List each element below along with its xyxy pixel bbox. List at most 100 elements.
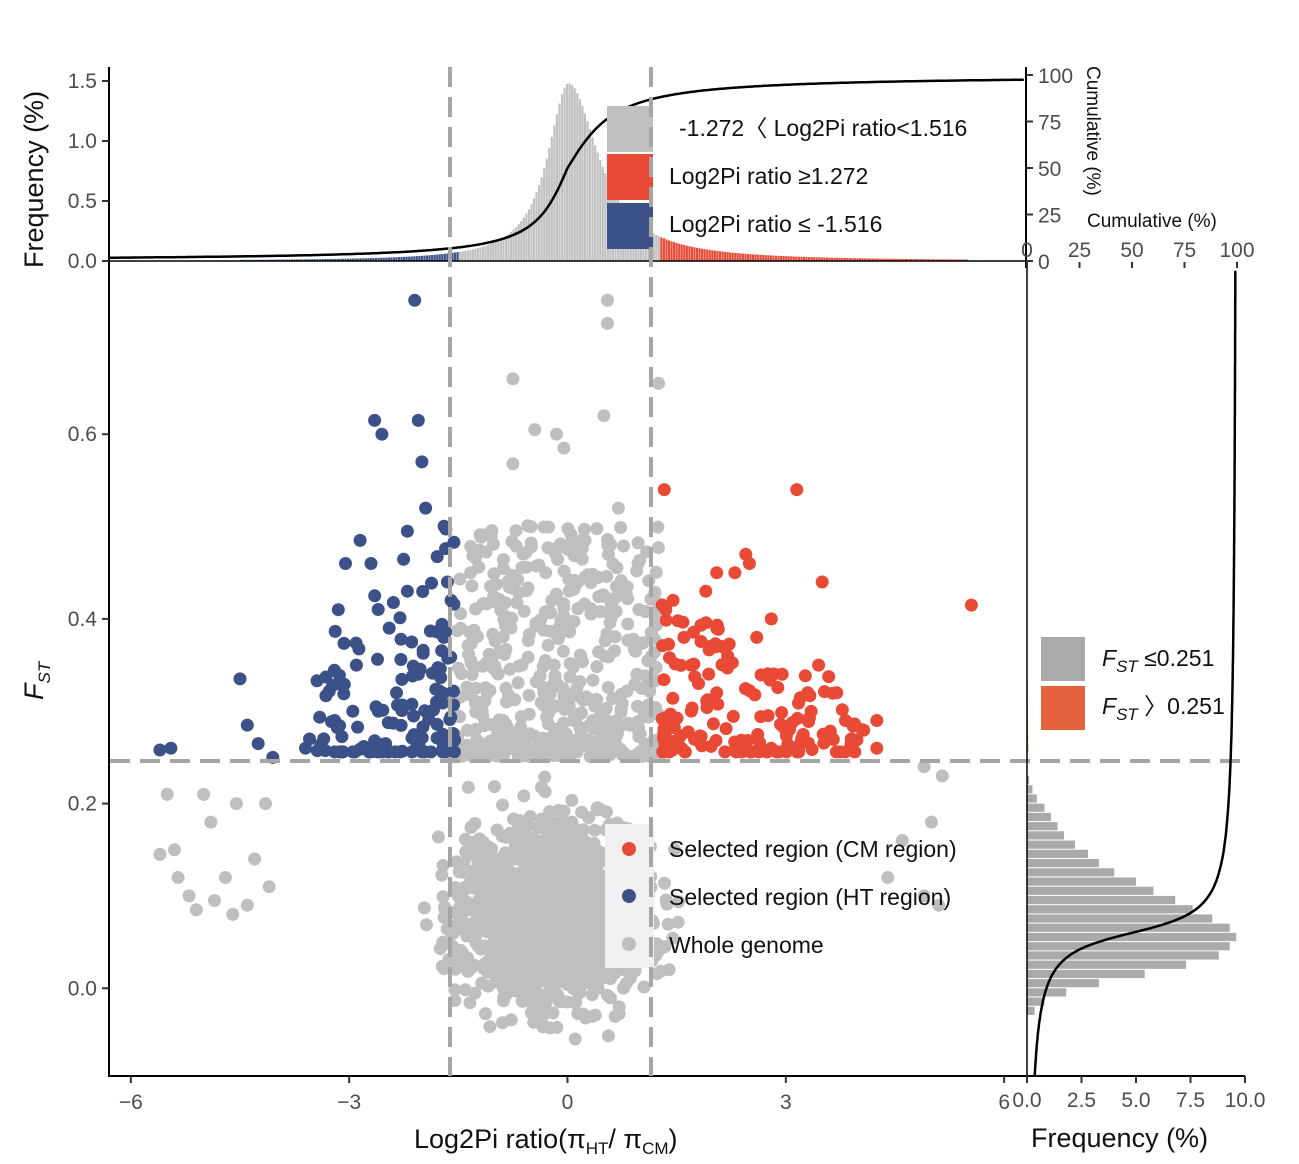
point-ht-region <box>416 720 430 734</box>
top-histogram-bar <box>907 258 910 261</box>
point-whole-genome <box>547 658 561 672</box>
point-whole-genome <box>604 972 617 986</box>
point-whole-genome <box>563 749 577 762</box>
y-axis-title: FST <box>19 660 54 700</box>
point-whole-genome <box>598 590 612 604</box>
point-cm-region <box>718 745 732 759</box>
top-histogram-bar <box>960 259 964 261</box>
point-cm-region <box>775 706 789 720</box>
point-whole-genome <box>567 714 580 727</box>
point-whole-genome <box>417 901 431 915</box>
point-whole-genome <box>496 798 509 812</box>
point-whole-genome <box>568 917 582 931</box>
point-whole-genome <box>473 892 487 906</box>
point-whole-genome <box>512 852 526 866</box>
point-whole-genome <box>554 614 568 628</box>
point-ht-region <box>379 737 393 751</box>
point-whole-genome <box>514 938 528 952</box>
point-whole-genome <box>567 901 581 915</box>
top-histogram-bar <box>372 258 375 261</box>
point-whole-genome <box>565 793 579 807</box>
point-whole-genome <box>510 836 524 850</box>
top-right-tick-label: 0 <box>1038 251 1050 274</box>
point-cm-region <box>721 649 735 663</box>
point-cm-region <box>674 658 688 672</box>
top-histogram-bar <box>739 253 742 261</box>
point-ht-region <box>331 677 345 690</box>
point-whole-genome <box>496 553 510 566</box>
point-whole-genome <box>563 832 577 846</box>
point-whole-genome <box>601 293 614 307</box>
top-histogram-bar <box>830 257 834 261</box>
top-histogram-bar <box>576 93 579 261</box>
right-histogram-panel: 0.0 2.5 5.0 7.5 10.0 0 25 50 75 100 Frequency (%… <box>1012 211 1265 1153</box>
top-histogram-bar <box>599 159 602 261</box>
top-histogram-bar <box>568 83 571 261</box>
point-whole-genome <box>509 539 523 553</box>
point-whole-genome <box>534 613 548 627</box>
x-axis-title-pi: π <box>567 1124 586 1154</box>
point-cm-region <box>783 723 796 737</box>
top-histogram-bar <box>566 83 569 261</box>
point-whole-genome <box>450 855 464 869</box>
top-legend: -1.272〈 Log2Pi ratio<1.516 Log2Pi ratio … <box>607 106 967 249</box>
top-histogram-bar <box>352 258 355 261</box>
point-ht-region <box>394 718 408 732</box>
point-whole-genome <box>489 577 503 591</box>
point-whole-genome <box>559 938 573 951</box>
top-histogram-bar <box>726 252 729 261</box>
top-histogram-bar <box>540 177 543 261</box>
point-ht-region <box>337 636 351 650</box>
point-whole-genome <box>189 903 203 917</box>
point-whole-genome <box>523 810 537 824</box>
top-histogram-bar <box>932 259 935 261</box>
point-cm-region <box>844 732 858 746</box>
point-whole-genome <box>511 749 525 763</box>
right-histogram-bar <box>1027 785 1033 794</box>
right-legend-label-orange-sub: ST <box>1116 705 1139 724</box>
point-whole-genome <box>496 950 510 964</box>
point-cm-region <box>663 651 676 665</box>
point-cm-region <box>719 722 733 736</box>
top-legend-label-blue: Log2Pi ratio ≤ -1.516 <box>669 211 882 237</box>
point-whole-genome <box>577 936 591 950</box>
top-histogram-bar <box>461 251 464 261</box>
point-whole-genome <box>542 826 556 840</box>
point-whole-genome <box>609 714 623 728</box>
top-histogram-bar <box>331 258 334 261</box>
point-whole-genome <box>588 872 602 886</box>
point-whole-genome <box>546 728 560 742</box>
point-cm-region <box>656 639 670 653</box>
top-histogram-bar <box>507 233 510 261</box>
point-whole-genome <box>229 797 243 811</box>
point-whole-genome <box>935 769 949 783</box>
point-cm-region <box>729 745 743 759</box>
legend-key-ht <box>622 889 636 903</box>
point-whole-genome <box>499 988 513 1002</box>
top-cumulative-curve <box>109 78 1024 259</box>
top-histogram-bar <box>535 192 538 261</box>
scatter-panel: −6 −3 0 3 6 0.00.20.40.6 Log2Pi ratio(πHT/ π… <box>19 268 1240 1158</box>
top-histogram-bar <box>489 243 492 261</box>
point-whole-genome <box>588 823 602 837</box>
point-cm-region <box>659 613 673 627</box>
point-whole-genome <box>530 559 543 573</box>
top-histogram-bar <box>886 258 890 261</box>
top-histogram-bar <box>321 259 324 261</box>
point-ht-region <box>371 603 385 616</box>
point-whole-genome <box>464 636 478 650</box>
point-whole-genome <box>482 851 496 865</box>
point-whole-genome <box>480 597 494 611</box>
point-whole-genome <box>453 572 467 586</box>
point-whole-genome <box>503 929 516 943</box>
top-right-tick-label: 100 <box>1038 65 1073 88</box>
point-whole-genome <box>591 967 604 981</box>
top-histogram-bar <box>683 245 686 261</box>
point-whole-genome <box>651 541 665 555</box>
top-histogram-bar <box>469 249 472 261</box>
top-right-ticks: 0 25 50 75 100 <box>1026 65 1073 274</box>
point-whole-genome <box>630 564 644 578</box>
top-histogram-bar <box>530 204 533 261</box>
right-histogram-bar <box>1027 979 1099 988</box>
point-whole-genome <box>658 876 671 890</box>
